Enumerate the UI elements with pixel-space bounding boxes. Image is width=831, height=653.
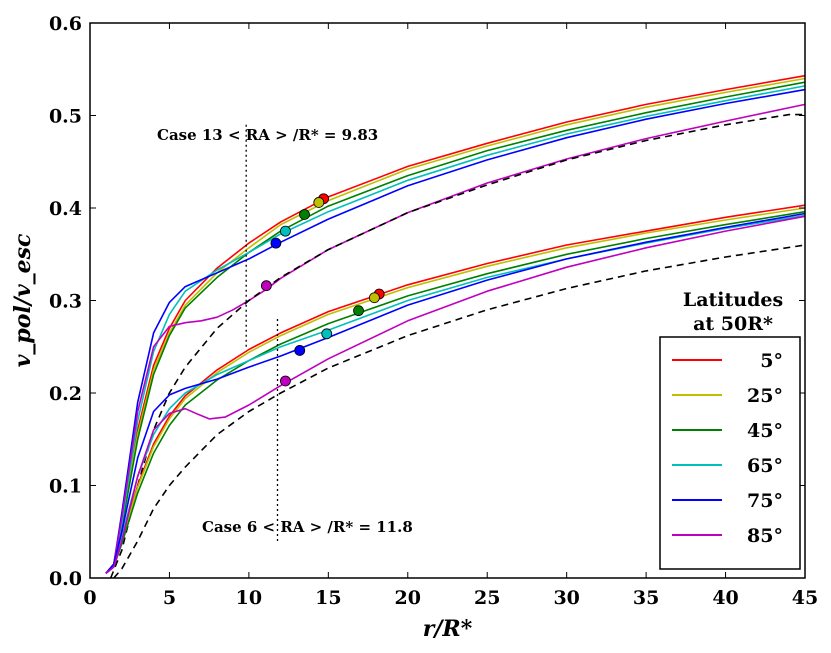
- series-line-case-13-75deg: [105, 88, 806, 574]
- series-layer: [105, 74, 806, 579]
- alfven-point-case-6-75deg: [294, 345, 306, 356]
- y-axis-label: v_pol/v_esc: [10, 233, 36, 367]
- x-tick-label: 25: [474, 587, 500, 609]
- series-line-case-6-85deg: [105, 215, 806, 575]
- x-axis-label: r/R*: [423, 616, 473, 642]
- legend-label: 75°: [747, 490, 783, 512]
- series-line-case-13-65deg: [105, 85, 806, 574]
- x-tick-label: 15: [315, 587, 341, 609]
- alfven-point-case-13-85deg: [260, 280, 272, 292]
- y-tick-label: 0.6: [49, 13, 82, 35]
- alfven-point-case-13-25deg: [313, 197, 325, 208]
- legend-title-line1: Latitudes: [683, 289, 783, 311]
- y-tick-label: 0.3: [49, 291, 82, 313]
- y-tick-label: 0.5: [49, 106, 82, 128]
- legend-label: 65°: [747, 455, 783, 477]
- series-line-case-6-75deg: [105, 212, 806, 574]
- y-tick-label: 0.4: [49, 198, 82, 220]
- x-tick-label: 35: [633, 587, 659, 609]
- x-tick-label: 20: [395, 587, 421, 609]
- legend-label: 5°: [760, 350, 783, 372]
- series-line-case-6-reference: [113, 244, 806, 579]
- alfven-point-case-6-65deg: [321, 328, 333, 340]
- x-tick-label: 40: [712, 587, 738, 609]
- legend-entry: 75°: [672, 490, 783, 512]
- x-tick-label: 0: [83, 587, 96, 609]
- legend-entry: 45°: [672, 420, 783, 442]
- y-tick-label: 0.0: [49, 568, 82, 590]
- tick-layer: 0 5 10 15 20 25 30 35 40 45 0.0 0.1 0.2 0.3 0.4 0.5 0.6: [49, 13, 818, 609]
- annotation-case-13-text: Case 13 < RA > /R* = 9.83: [157, 126, 378, 144]
- alfven-point-case-13-65deg: [280, 225, 291, 237]
- annotation-case-6: Case 6 < RA > /R* = 11.8: [202, 518, 413, 536]
- legend-entry: 5°: [672, 350, 783, 372]
- legend-entries: 5° 25° 45° 65° 75° 85°: [672, 350, 783, 547]
- alfven-point-case-6-25deg: [369, 292, 380, 304]
- annotation-case-13: Case 13 < RA > /R* = 9.83: [157, 126, 378, 144]
- annotation-case-6-text: Case 6 < RA > /R* = 11.8: [202, 518, 413, 536]
- alfven-point-case-13-45deg: [299, 209, 310, 220]
- x-tick-label: 45: [792, 587, 818, 609]
- legend-label: 85°: [747, 525, 783, 547]
- y-tick-label: 0.2: [49, 383, 82, 405]
- legend-entry: 85°: [672, 525, 783, 547]
- series-line-case-6-25deg: [105, 207, 806, 575]
- alfven-point-case-6-85deg: [280, 375, 291, 387]
- series-line-case-13-25deg: [105, 77, 806, 574]
- legend-entry: 65°: [672, 455, 783, 477]
- legend-box: [659, 336, 801, 570]
- legend-title-line2: at 50R*: [693, 313, 773, 335]
- alfven-point-case-6-45deg: [353, 305, 364, 317]
- x-tick-label: 10: [236, 587, 262, 609]
- annotation-layer: [245, 124, 279, 541]
- legend: Latitudes at 50R* 5° 25° 45° 65° 75° 85°: [659, 289, 801, 570]
- legend-entry: 25°: [672, 385, 783, 407]
- x-tick-label: 30: [553, 587, 579, 609]
- alfven-point-case-13-75deg: [270, 237, 282, 249]
- y-tick-label: 0.1: [49, 476, 82, 498]
- series-line-case-13-85deg: [105, 103, 806, 574]
- legend-label: 25°: [747, 385, 783, 407]
- legend-label: 45°: [747, 420, 783, 442]
- x-tick-label: 5: [163, 587, 176, 609]
